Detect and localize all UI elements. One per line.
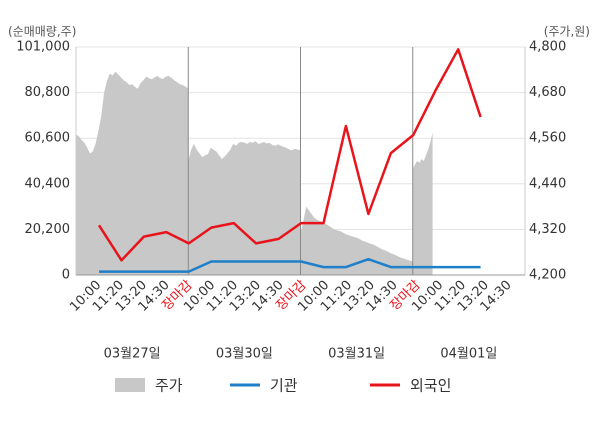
price-area-day — [412, 132, 433, 275]
legend-label: 기관 — [270, 377, 298, 395]
right-axis-tick: 4,200 — [529, 268, 566, 283]
date-label: 03월31일 — [328, 347, 385, 362]
legend-label: 외국인 — [410, 377, 451, 395]
right-axis-tick: 4,680 — [529, 85, 566, 100]
foreign-line — [97, 48, 482, 262]
left-axis-tick: 101,000 — [16, 40, 70, 55]
left-axis-tick: 60,600 — [25, 131, 71, 146]
right-axis-tick: 4,800 — [529, 40, 566, 55]
right-axis-unit: (주가,원) — [544, 25, 590, 39]
price-area-day — [300, 206, 413, 275]
date-label: 04월01일 — [440, 347, 497, 362]
left-axis-tick: 40,400 — [25, 176, 71, 191]
right-axis-tick: 4,560 — [529, 131, 566, 146]
legend-label: 주가 — [155, 377, 183, 395]
left-axis-tick: 20,200 — [25, 222, 71, 237]
price-area-day — [76, 71, 189, 275]
left-axis-tick: 0 — [62, 268, 70, 283]
date-label: 03월27일 — [104, 347, 161, 362]
right-axis-tick: 4,320 — [529, 222, 566, 237]
date-label: 03월30일 — [216, 347, 273, 362]
legend-swatch-price — [115, 378, 145, 392]
left-axis-unit: (순매매량,주) — [8, 25, 76, 39]
institution-line — [99, 257, 481, 273]
right-axis-tick: 4,440 — [529, 176, 566, 191]
left-axis-tick: 80,800 — [25, 85, 71, 100]
price-area-day — [188, 141, 301, 275]
